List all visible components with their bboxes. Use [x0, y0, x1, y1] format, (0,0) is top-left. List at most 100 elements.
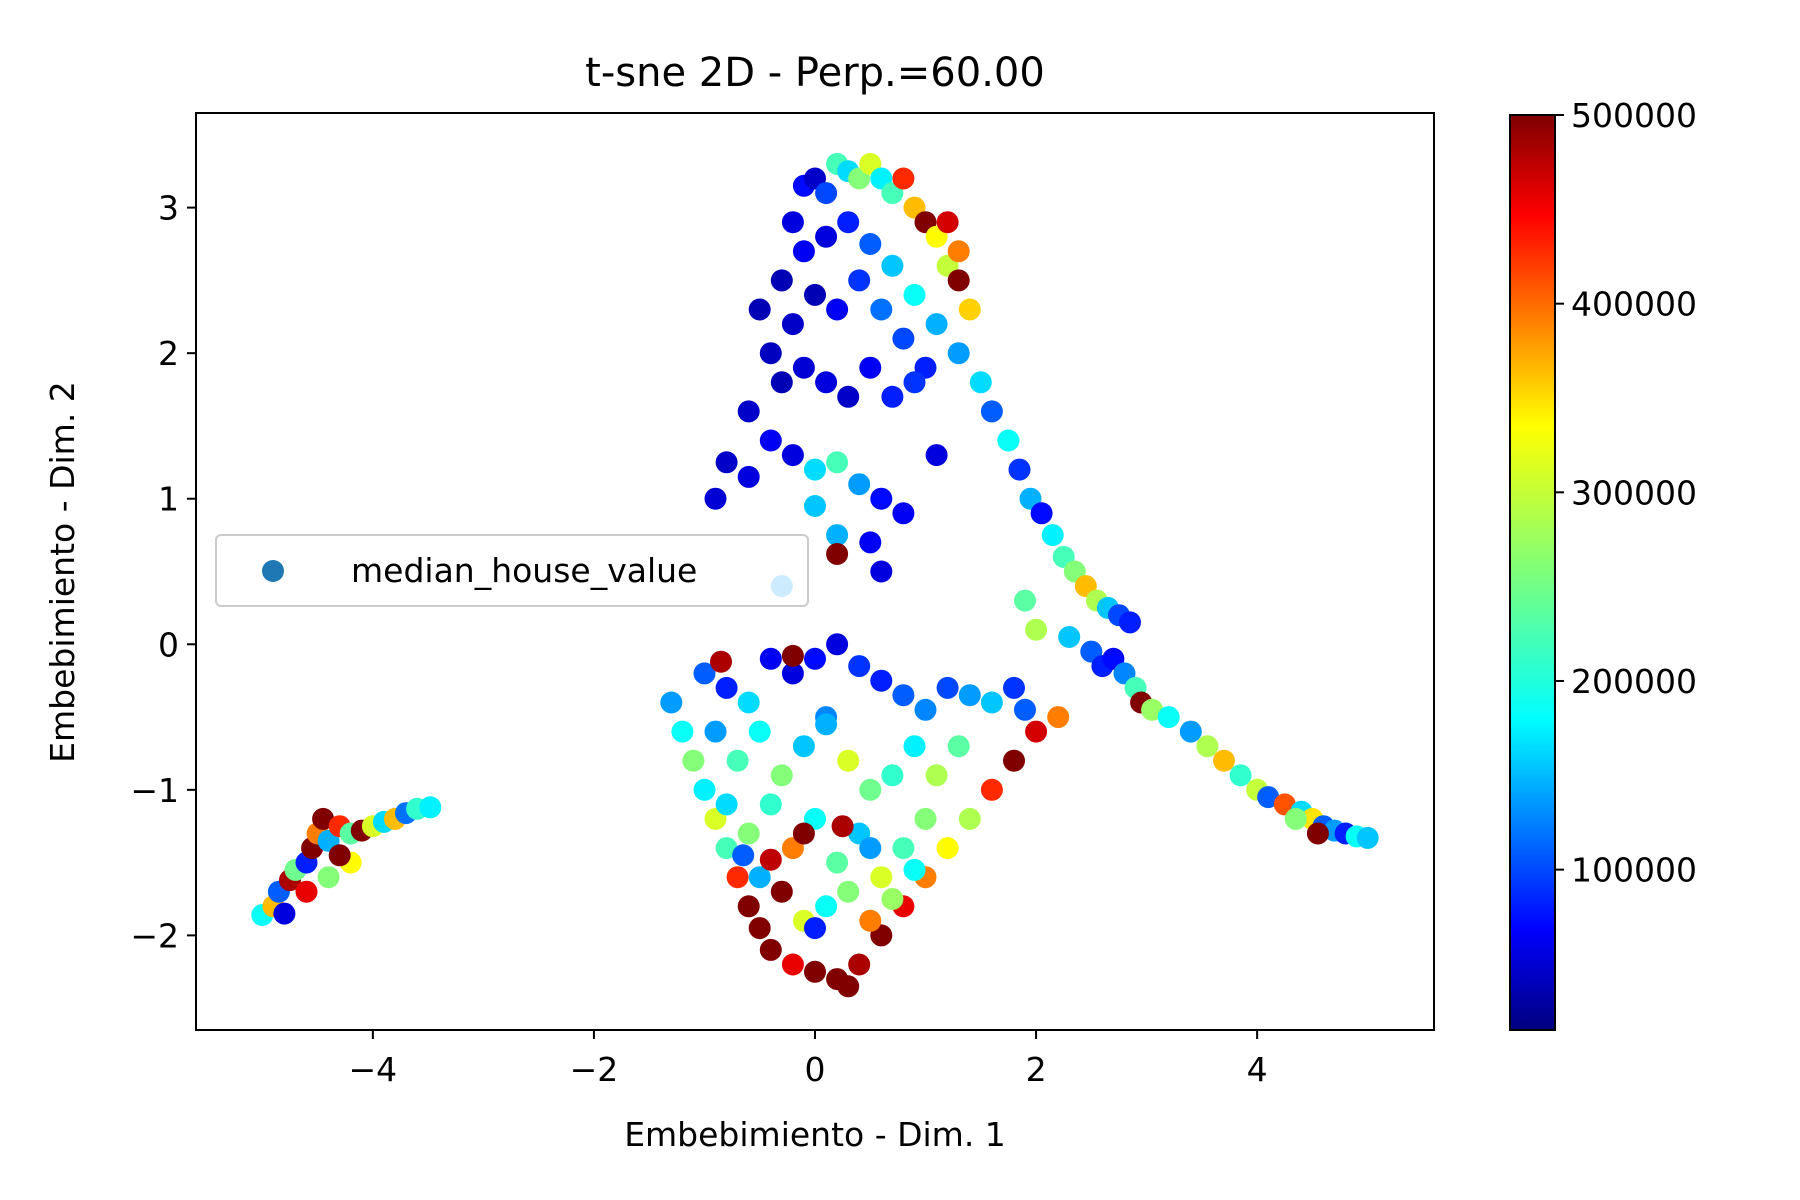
- data-point: [748, 298, 771, 321]
- data-point: [826, 543, 849, 565]
- data-point: [1157, 706, 1180, 729]
- x-tick-label: 0: [805, 1050, 826, 1089]
- data-point: [826, 851, 849, 874]
- data-point: [682, 749, 705, 772]
- data-point: [859, 778, 882, 801]
- data-point: [881, 254, 904, 277]
- data-point: [837, 975, 860, 998]
- data-point: [859, 356, 882, 379]
- colorbar: 100000 200000 300000 400000 500000: [1509, 96, 1697, 1031]
- data-point: [859, 837, 882, 860]
- data-point: [980, 691, 1003, 714]
- data-point: [781, 313, 804, 336]
- data-point: [792, 822, 815, 845]
- data-point: [759, 793, 782, 816]
- data-point: [826, 298, 849, 321]
- y-axis: −2 −1 0 1 2 3: [130, 189, 196, 955]
- data-point: [1119, 611, 1141, 634]
- data-point: [1008, 458, 1031, 481]
- data-point: [859, 233, 882, 255]
- data-point: [781, 662, 804, 685]
- data-point: [312, 807, 335, 830]
- data-point: [881, 764, 904, 787]
- y-tick-label: 0: [158, 625, 179, 664]
- data-point: [826, 633, 849, 656]
- data-point: [969, 371, 992, 394]
- data-point: [815, 371, 838, 394]
- y-axis-label: Embebimiento - Dim. 2: [43, 381, 82, 763]
- data-point: [947, 269, 970, 292]
- data-point: [770, 371, 793, 394]
- data-point: [737, 465, 760, 488]
- colorbar-tick-label: 200000: [1571, 662, 1697, 701]
- data-point: [925, 313, 948, 336]
- data-point: [759, 647, 782, 670]
- data-point: [759, 938, 782, 961]
- data-point: [804, 647, 826, 670]
- data-point: [881, 888, 904, 910]
- data-point: [903, 735, 926, 758]
- data-point: [936, 837, 959, 860]
- data-point: [947, 342, 970, 365]
- data-point: [958, 807, 981, 830]
- data-point: [792, 356, 815, 379]
- data-point: [925, 444, 948, 467]
- colorbar-tick-label: 100000: [1571, 851, 1697, 890]
- data-point: [870, 487, 893, 510]
- data-point: [848, 655, 871, 678]
- x-tick-label: −2: [570, 1050, 619, 1089]
- data-point: [826, 451, 849, 474]
- data-point: [715, 793, 738, 816]
- data-point: [748, 917, 771, 940]
- data-point: [732, 844, 755, 867]
- data-point: [870, 298, 893, 321]
- data-point: [1047, 706, 1070, 729]
- data-point: [726, 866, 749, 889]
- legend-box: [215, 534, 809, 607]
- data-point: [837, 880, 860, 903]
- data-point: [1196, 735, 1219, 758]
- data-point: [317, 866, 340, 889]
- legend: median_house_value: [215, 534, 809, 607]
- data-point: [781, 211, 804, 234]
- data-point: [737, 895, 760, 918]
- data-point: [715, 451, 738, 474]
- legend-label: median_house_value: [351, 551, 697, 590]
- data-point: [936, 211, 959, 234]
- data-point: [1014, 698, 1036, 721]
- data-point: [903, 283, 926, 306]
- data-point: [980, 778, 1003, 801]
- data-point: [1257, 786, 1280, 809]
- data-point: [737, 400, 760, 423]
- y-tick-label: −2: [130, 916, 179, 955]
- data-point: [815, 895, 838, 918]
- data-point: [870, 560, 893, 583]
- data-point: [781, 644, 804, 667]
- data-point: [419, 796, 442, 819]
- data-point: [1041, 524, 1064, 547]
- data-point: [804, 960, 826, 983]
- data-point: [848, 269, 871, 292]
- data-point: [748, 866, 771, 889]
- data-point: [715, 837, 738, 860]
- data-point: [1284, 807, 1307, 830]
- data-point: [710, 650, 732, 673]
- data-point: [826, 524, 849, 547]
- data-point: [1025, 618, 1048, 641]
- data-point: [870, 669, 893, 692]
- y-tick-label: −1: [130, 771, 179, 810]
- colorbar-gradient: [1509, 114, 1556, 1031]
- colorbar-tick-label: 400000: [1571, 285, 1697, 324]
- data-point: [804, 917, 826, 940]
- data-point: [1058, 626, 1081, 648]
- data-point: [1229, 764, 1252, 787]
- data-point: [1003, 676, 1025, 699]
- data-point: [936, 676, 959, 699]
- x-tick-label: −4: [349, 1050, 398, 1089]
- data-point: [759, 848, 782, 871]
- data-point: [748, 720, 771, 743]
- data-point: [792, 240, 815, 263]
- data-point: [1179, 720, 1202, 743]
- data-point: [1306, 822, 1329, 845]
- data-point: [792, 735, 815, 758]
